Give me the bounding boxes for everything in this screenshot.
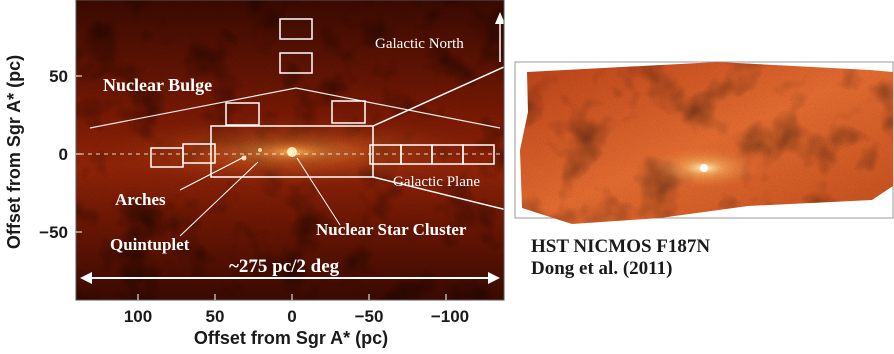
nuclear-bulge-label: Nuclear Bulge [103,75,212,95]
field-box [225,102,260,126]
field-box [462,144,495,165]
scale-bar [80,272,500,284]
arches-pointer [179,155,247,191]
x-tick-label: 50 [206,307,225,326]
nuclear-star-cluster-pointer [296,157,341,226]
reference-caption: Dong et al. (2011) [531,258,672,279]
field-box [182,143,216,164]
x-tick-label: −50 [355,307,384,326]
x-tick-label: −100 [431,307,469,326]
scale-label: ~275 pc/2 deg [229,256,340,277]
instrument-caption: HST NICMOS F187N [531,236,710,257]
annotation-pointers [179,155,341,237]
quintuplet-label: Quintuplet [110,235,190,254]
quintuplet-pointer [179,161,259,237]
x-tick-label: 100 [124,307,152,326]
observation-fields [150,18,495,178]
image-frame [75,0,505,301]
y-axis-title: Offset from Sgr A* (pc) [4,55,24,249]
field-box [331,100,366,124]
field-box [210,125,374,178]
y-tick-label: 50 [49,67,68,86]
nuclear-bulge-outline [89,87,501,129]
galactic-north-arrow [495,12,505,62]
tick-marks [76,75,447,300]
galactic-plane-label: Galactic Plane [393,174,480,190]
zoom-connector [372,61,516,213]
x-axis-title: Offset from Sgr A* (pc) [194,328,388,348]
field-box [279,52,313,74]
hst-inset-panel [514,61,894,224]
nuclear-star-cluster-label: Nuclear Star Cluster [316,220,467,239]
x-tick-label: 0 [287,307,296,326]
field-box [279,18,313,40]
y-tick-label: 0 [59,145,68,164]
galactic-north-label: Galactic North [375,36,464,52]
arches-label: Arches [115,190,166,209]
y-tick-label: −50 [39,223,68,242]
